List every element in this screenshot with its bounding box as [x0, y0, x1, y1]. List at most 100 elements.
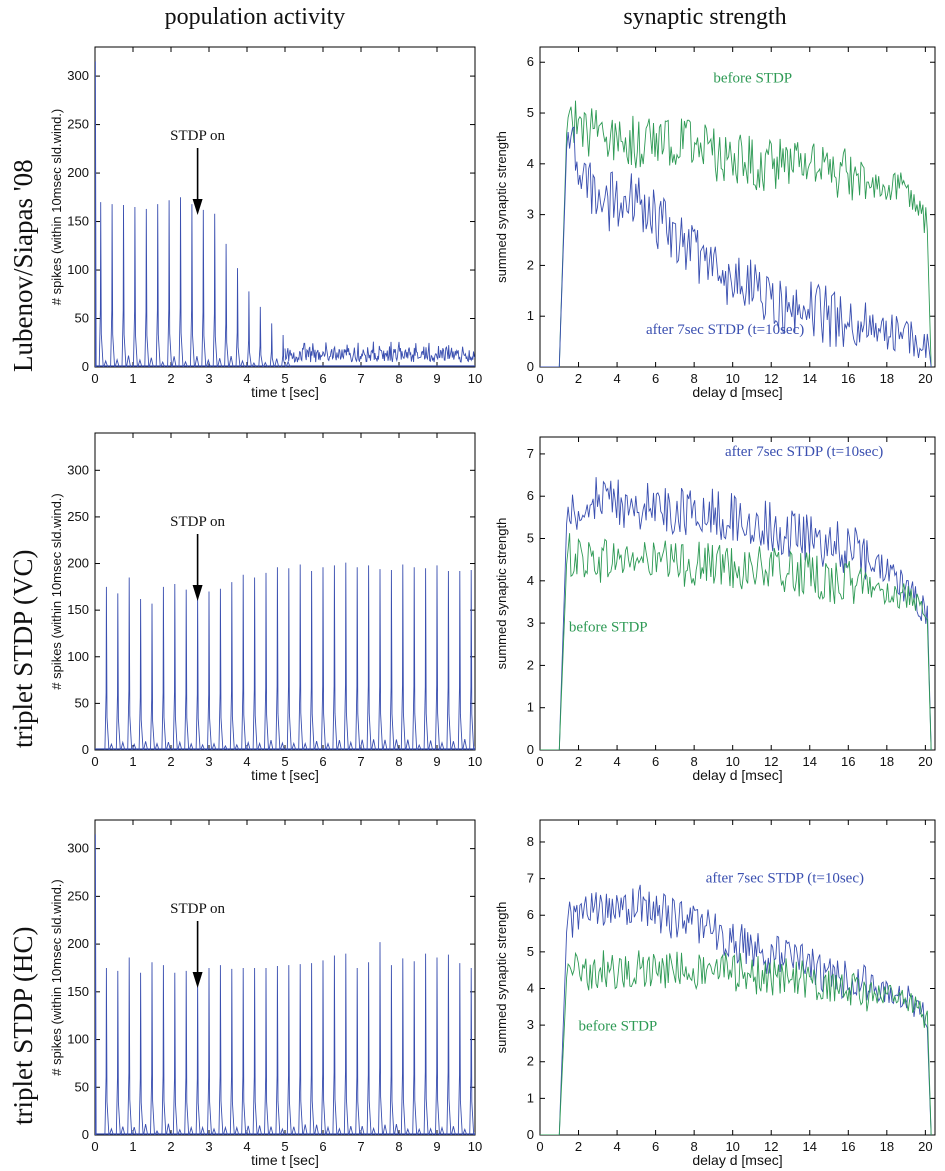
y-tick-label: 5: [527, 105, 534, 120]
x-tick-label: 10: [468, 754, 482, 769]
x-tick-label: 12: [764, 754, 778, 769]
x-tick-label: 6: [652, 1139, 659, 1154]
y-tick-label: 4: [527, 980, 534, 995]
x-tick-label: 10: [468, 371, 482, 386]
x-tick-label: 7: [357, 371, 364, 386]
x-tick-label: 7: [357, 754, 364, 769]
column-title-population-activity: population activity: [164, 4, 346, 30]
series-line-before-stdp: [540, 950, 932, 1135]
y-tick-label: 150: [67, 602, 89, 617]
y-axis-label: # spikes (within 10msec sld.wind.): [49, 493, 64, 690]
y-axis-label: summed synaptic strength: [494, 518, 509, 670]
annotation-stdp-on: STDP on: [170, 128, 225, 144]
x-tick-label: 5: [281, 371, 288, 386]
plot-area: [95, 562, 475, 750]
axes-box: [94, 46, 476, 368]
x-axis-label: delay d [msec]: [692, 767, 782, 783]
y-tick-label: 50: [75, 695, 89, 710]
x-tick-label: 2: [575, 1139, 582, 1154]
y-tick-label: 100: [67, 649, 89, 664]
x-tick-label: 18: [880, 754, 894, 769]
x-axis-label: time t [sec]: [251, 767, 319, 783]
x-tick-label: 14: [803, 371, 817, 386]
y-tick-label: 300: [67, 841, 89, 856]
plot-area: [540, 100, 932, 367]
y-tick-label: 0: [82, 1127, 89, 1142]
x-tick-label: 8: [395, 1139, 402, 1154]
x-tick-label: 6: [319, 1139, 326, 1154]
y-tick-label: 6: [527, 54, 534, 69]
y-tick-label: 200: [67, 165, 89, 180]
y-tick-label: 4: [527, 156, 534, 171]
y-tick-label: 100: [67, 1032, 89, 1047]
x-tick-label: 3: [205, 1139, 212, 1154]
y-tick-label: 0: [527, 359, 534, 374]
y-tick-label: 2: [527, 257, 534, 272]
x-tick-label: 18: [880, 371, 894, 386]
x-tick-label: 2: [167, 1139, 174, 1154]
axes-box: [539, 436, 936, 751]
x-tick-label: 1: [129, 371, 136, 386]
y-tick-label: 1: [527, 308, 534, 323]
series-line-after-stdp: [540, 126, 932, 367]
y-tick-label: 1: [527, 700, 534, 715]
y-tick-label: 0: [82, 359, 89, 374]
y-tick-label: 6: [527, 907, 534, 922]
x-tick-label: 10: [725, 1139, 739, 1154]
y-axis-label: summed synaptic strength: [494, 131, 509, 283]
x-tick-label: 2: [575, 371, 582, 386]
x-tick-label: 6: [652, 371, 659, 386]
y-axis-label: # spikes (within 10msec sld.wind.): [49, 109, 64, 306]
x-tick-label: 10: [725, 754, 739, 769]
y-tick-label: 250: [67, 117, 89, 132]
x-tick-label: 6: [652, 754, 659, 769]
x-tick-label: 0: [536, 754, 543, 769]
y-tick-label: 250: [67, 888, 89, 903]
annotation-arrowhead: [192, 972, 203, 988]
x-tick-label: 18: [880, 1139, 894, 1154]
x-tick-label: 0: [536, 1139, 543, 1154]
annotation-stdp-on: STDP on: [170, 514, 225, 530]
x-tick-label: 8: [395, 371, 402, 386]
x-axis-label: time t [sec]: [251, 1152, 319, 1168]
x-tick-label: 4: [243, 371, 250, 386]
x-tick-label: 0: [91, 754, 98, 769]
x-tick-label: 8: [691, 1139, 698, 1154]
x-tick-label: 20: [918, 754, 932, 769]
y-tick-label: 2: [527, 657, 534, 672]
y-tick-label: 150: [67, 214, 89, 229]
x-tick-label: 12: [764, 1139, 778, 1154]
y-tick-label: 3: [527, 615, 534, 630]
x-tick-label: 1: [129, 1139, 136, 1154]
x-tick-label: 7: [357, 1139, 364, 1154]
y-tick-label: 6: [527, 488, 534, 503]
series-label-before-stdp: before STDP: [569, 620, 648, 636]
x-tick-label: 4: [613, 1139, 620, 1154]
y-tick-label: 5: [527, 944, 534, 959]
x-tick-label: 5: [281, 754, 288, 769]
x-tick-label: 12: [764, 371, 778, 386]
y-tick-label: 300: [67, 462, 89, 477]
x-tick-label: 4: [613, 371, 620, 386]
x-tick-label: 0: [91, 1139, 98, 1154]
column-title-synaptic-strength: synaptic strength: [623, 4, 787, 30]
x-tick-label: 6: [319, 754, 326, 769]
series-line-before-stdp: [540, 100, 932, 367]
series-label-before-stdp: before STDP: [713, 71, 792, 87]
x-tick-label: 8: [691, 371, 698, 386]
x-axis-label: delay d [msec]: [692, 1152, 782, 1168]
x-tick-label: 9: [433, 754, 440, 769]
y-tick-label: 1: [527, 1090, 534, 1105]
x-tick-label: 16: [841, 1139, 855, 1154]
series-line-before-stdp: [540, 533, 932, 750]
y-tick-label: 0: [82, 742, 89, 757]
x-tick-label: 2: [167, 754, 174, 769]
series-label-before-stdp: before STDP: [579, 1019, 658, 1035]
y-tick-label: 0: [527, 1127, 534, 1142]
plot-area: [95, 61, 475, 367]
y-tick-label: 200: [67, 936, 89, 951]
